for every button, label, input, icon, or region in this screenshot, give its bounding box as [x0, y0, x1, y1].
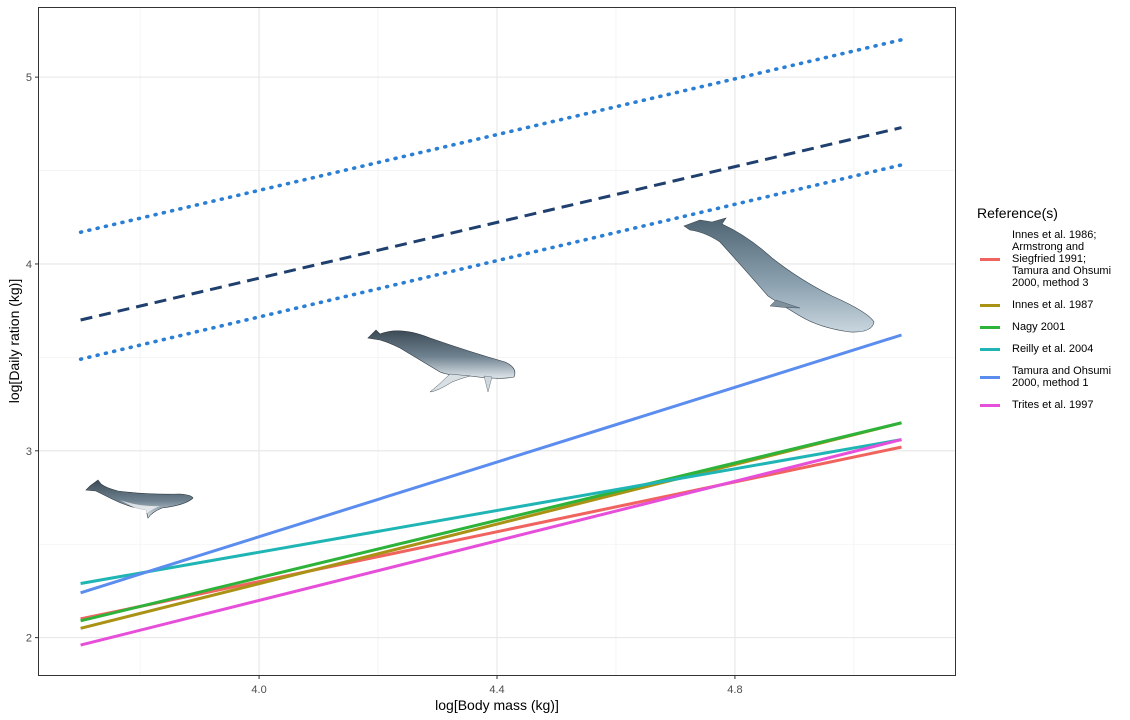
legend-label: Trites et al. 1997 — [1012, 399, 1094, 411]
legend-label: Nagy 2001 — [1012, 321, 1066, 333]
y-axis-title: log[Daily ration (kg)] — [6, 279, 22, 404]
minke-whale-illustration — [85, 479, 194, 519]
legend-swatch — [980, 375, 1000, 379]
legend-swatch — [980, 257, 1000, 261]
legend-item: Tamura and Ohsumi 2000, method 1 — [977, 365, 1127, 389]
legend-label: Reilly et al. 2004 — [1012, 343, 1094, 355]
humpback-whale-illustration — [367, 329, 516, 393]
legend: Reference(s) Innes et al. 1986; Armstron… — [977, 205, 1127, 421]
legend-item: Innes et al. 1986; Armstrong and Siegfri… — [977, 229, 1127, 289]
legend-item: Innes et al. 1987 — [977, 299, 1127, 311]
legend-label: Innes et al. 1986; Armstrong and Siegfri… — [1012, 229, 1112, 289]
grid-major — [39, 8, 955, 675]
legend-swatch — [980, 325, 1000, 329]
series-line — [80, 333, 902, 595]
legend-swatch — [980, 347, 1000, 351]
y-tick-label: 5 — [26, 72, 32, 84]
legend-label: Innes et al. 1987 — [1012, 299, 1094, 311]
legend-item: Trites et al. 1997 — [977, 399, 1127, 411]
y-tick-label: 3 — [26, 446, 32, 458]
legend-items: Innes et al. 1986; Armstrong and Siegfri… — [977, 229, 1127, 411]
x-axis-ticks: 4.0 4.4 4.8 — [251, 675, 743, 696]
x-tick-label: 4.4 — [489, 684, 504, 696]
x-tick-label: 4.8 — [727, 684, 742, 696]
legend-item: Reilly et al. 2004 — [977, 343, 1127, 355]
legend-swatch — [980, 403, 1000, 407]
y-tick-label: 4 — [26, 259, 32, 271]
legend-label: Tamura and Ohsumi 2000, method 1 — [1012, 365, 1112, 389]
series-layer — [78, 37, 904, 647]
series-line — [80, 438, 902, 585]
series-line — [80, 421, 902, 623]
legend-title: Reference(s) — [977, 205, 1058, 221]
legend-swatch — [980, 303, 1000, 307]
legend-item: Nagy 2001 — [977, 321, 1127, 333]
x-axis-title: log[Body mass (kg)] — [435, 697, 559, 713]
x-tick-label: 4.0 — [251, 684, 266, 696]
y-tick-label: 2 — [26, 633, 32, 645]
y-axis-ticks: 2 3 4 5 — [26, 72, 39, 645]
series-line — [80, 445, 902, 621]
blue-whale-illustration — [683, 217, 875, 333]
series-line — [80, 126, 902, 322]
whale-illustrations — [85, 217, 875, 519]
series-line — [80, 438, 902, 647]
